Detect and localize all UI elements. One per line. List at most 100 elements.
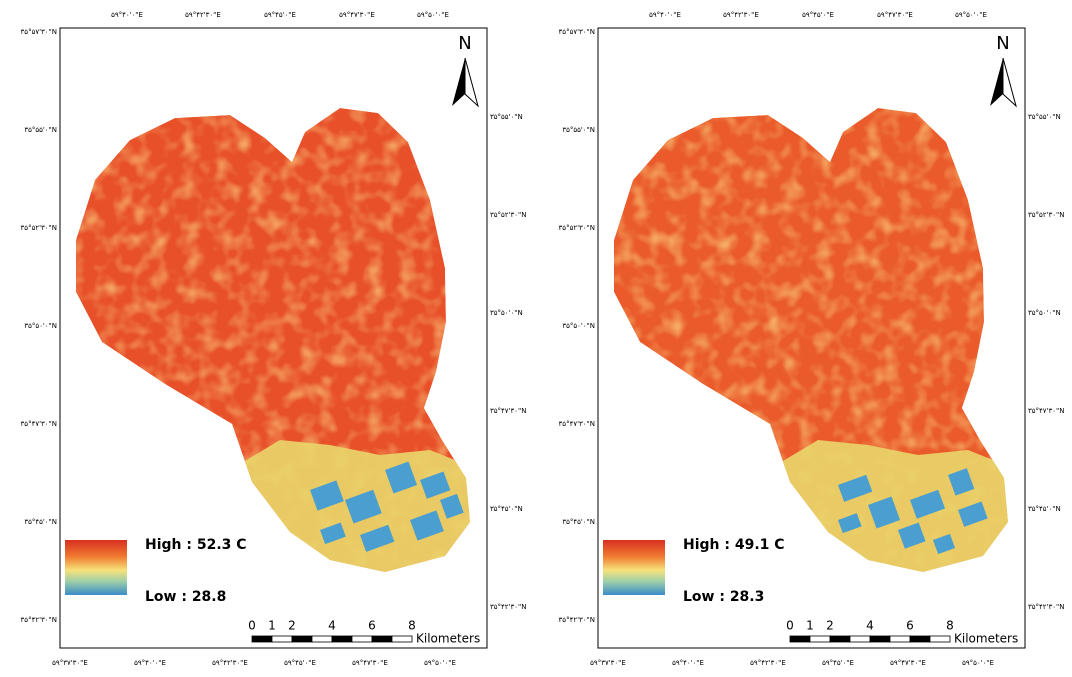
coord-label: ۳۵°۴۷'۳۰"N — [490, 407, 526, 415]
coord-label: ۵۹°۴۷'۳۰"E — [352, 659, 388, 667]
coord-label: ۳۵°۵۲'۳۰"N — [490, 211, 526, 219]
legend-ramp — [603, 540, 665, 595]
cool-patch — [948, 468, 975, 496]
coord-label: ۵۹°۵۰'۰"E — [417, 11, 449, 19]
coord-label: ۵۹°۵۰'۰"E — [955, 11, 987, 19]
coord-label: ۵۹°۴۲'۳۰"E — [185, 11, 221, 19]
scale-segment — [251, 635, 273, 643]
cool-patch — [409, 510, 444, 541]
coord-label: ۳۵°۵۰'۰"N — [490, 309, 523, 317]
coord-label: ۵۹°۴۲'۳۰"E — [723, 11, 759, 19]
scale-segment — [331, 635, 353, 643]
legend-low: Low : 28.8 — [145, 589, 226, 605]
scale-tick: 1 — [268, 619, 276, 633]
scale-segment — [909, 635, 931, 643]
coord-label: ۳۵°۵۰'۰"N — [1028, 309, 1061, 317]
scale-segment — [869, 635, 891, 643]
north-arrow-right — [1002, 57, 1017, 108]
scale-tick: 6 — [906, 619, 914, 633]
coord-label: ۵۹°۴۷'۳۰"E — [877, 11, 913, 19]
coord-label: ۳۵°۴۵'۰"N — [490, 505, 523, 513]
scale-segment — [929, 635, 951, 643]
coord-label: ۵۹°۴۲'۳۰"E — [212, 659, 248, 667]
coord-label: ۵۹°۴۰'۰"E — [134, 659, 166, 667]
scale-segment — [311, 635, 333, 643]
scale-segment — [849, 635, 871, 643]
legend-high: High : 49.1 C — [683, 537, 785, 553]
scale-segment — [391, 635, 413, 643]
legend-low: Low : 28.3 — [683, 589, 764, 605]
scale-segment — [809, 635, 831, 643]
cool-patch — [440, 493, 464, 519]
scale-tick: 2 — [826, 619, 834, 633]
cool-patch — [320, 522, 346, 545]
coord-label: ۳۵°۴۷'۳۰"N — [559, 420, 595, 428]
north-label: N — [996, 33, 1009, 54]
coord-label: ۵۹°۴۵'۰"E — [264, 11, 296, 19]
coord-label: ۳۵°۵۵'۰"N — [1028, 113, 1061, 121]
legend-ramp — [65, 540, 127, 595]
coord-label: ۳۵°۴۵'۰"N — [24, 518, 57, 526]
cool-patch — [385, 461, 418, 494]
coord-label: ۵۹°۵۰'۰"E — [962, 659, 994, 667]
cool-patch — [897, 522, 926, 549]
scale-tick: 4 — [328, 619, 336, 633]
north-arrow-left — [990, 58, 1003, 106]
coord-label: ۵۹°۴۵'۰"E — [802, 11, 834, 19]
cool-patch — [910, 489, 946, 519]
north-arrow-right — [464, 57, 479, 108]
scale-unit: Kilometers — [416, 632, 480, 646]
cool-patch — [838, 474, 873, 502]
map-panel: ۵۹°۴۰'۰"E ۵۹°۴۲'۳۰"E ۵۹°۴۵'۰"E ۵۹°۴۷'۳۰"E ۵۹… — [559, 11, 1065, 667]
coord-label: ۳۵°۵۵'۰"N — [24, 126, 57, 134]
legend-high: High : 52.3 C — [145, 537, 247, 553]
scale-tick: 8 — [946, 619, 954, 633]
cool-patch — [933, 533, 956, 555]
north-arrow-left — [452, 58, 465, 106]
scale-tick: 0 — [248, 619, 256, 633]
coord-label: ۵۹°۴۰'۰"E — [111, 11, 143, 19]
coord-label: ۳۵°۴۲'۳۰"N — [21, 616, 57, 624]
coord-label: ۳۵°۴۲'۳۰"N — [490, 603, 526, 611]
scale-tick: 1 — [806, 619, 814, 633]
scale-segment — [291, 635, 313, 643]
scale-tick: 0 — [786, 619, 794, 633]
coord-label: ۵۹°۴۵'۰"E — [822, 659, 854, 667]
coord-label: ۳۵°۵۲'۳۰"N — [1028, 211, 1064, 219]
coord-label: ۳۵°۵۲'۳۰"N — [21, 224, 57, 232]
cool-patch — [958, 501, 988, 527]
scale-segment — [371, 635, 393, 643]
cool-patch — [345, 489, 382, 524]
scale-segment — [889, 635, 911, 643]
coord-label: ۵۹°۴۲'۳۰"E — [750, 659, 786, 667]
coord-label: ۳۵°۵۷'۳۰"N — [21, 28, 57, 36]
coord-label: ۳۵°۴۵'۰"N — [1028, 505, 1061, 513]
scale-segment — [351, 635, 373, 643]
coord-label: ۵۹°۴۵'۰"E — [284, 659, 316, 667]
coord-label: ۳۵°۵۲'۳۰"N — [559, 224, 595, 232]
coord-label: ۵۹°۳۷'۳۰"E — [590, 659, 626, 667]
coord-label: ۳۵°۵۰'۰"N — [24, 322, 57, 330]
scale-unit: Kilometers — [954, 632, 1018, 646]
cool-patch — [838, 513, 862, 534]
coord-label: ۵۹°۴۷'۳۰"E — [890, 659, 926, 667]
coord-label: ۵۹°۴۷'۳۰"E — [339, 11, 375, 19]
coord-label: ۳۵°۵۰'۰"N — [562, 322, 595, 330]
coord-label: ۳۵°۴۷'۳۰"N — [21, 420, 57, 428]
coord-label: ۳۵°۴۲'۳۰"N — [559, 616, 595, 624]
coord-label: ۳۵°۵۷'۳۰"N — [559, 28, 595, 36]
coord-label: ۳۵°۵۵'۰"N — [562, 126, 595, 134]
scale-tick: 4 — [866, 619, 874, 633]
coord-label: ۳۵°۴۷'۳۰"N — [1028, 407, 1064, 415]
scale-tick: 8 — [408, 619, 416, 633]
cool-patch — [868, 496, 901, 529]
coord-label: ۳۵°۵۵'۰"N — [490, 113, 523, 121]
scale-segment — [829, 635, 851, 643]
cool-patch — [359, 524, 395, 552]
coord-label: ۳۵°۴۵'۰"N — [562, 518, 595, 526]
coord-label: ۳۵°۴۲'۳۰"N — [1028, 603, 1064, 611]
cool-patch — [310, 480, 344, 511]
scale-tick: 2 — [288, 619, 296, 633]
coord-label: ۵۹°۴۰'۰"E — [672, 659, 704, 667]
